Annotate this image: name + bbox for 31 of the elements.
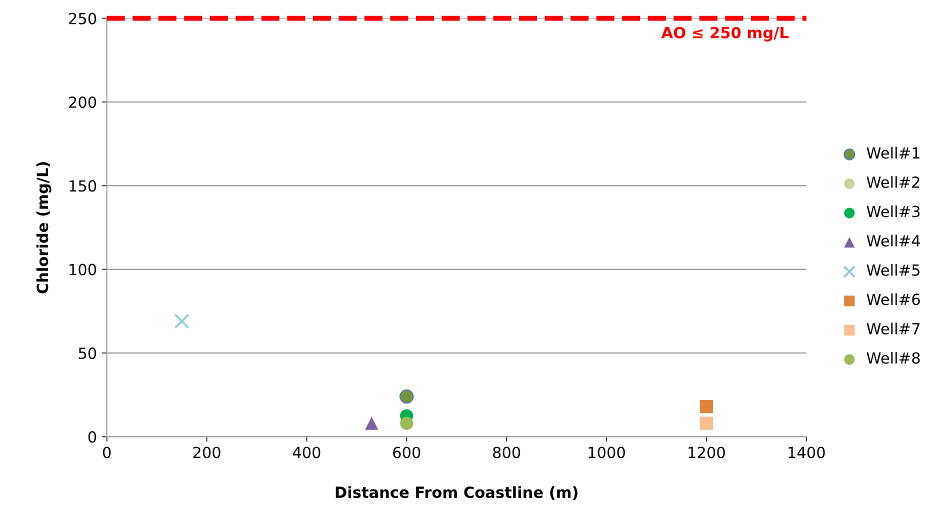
y-tick-label: 250: [69, 12, 96, 24]
legend-label: Well#5: [866, 264, 920, 276]
legend-label: Well#7: [866, 322, 920, 334]
ref-line-label: AO ≤ 250 mg/L: [661, 26, 788, 42]
y-axis-title: Chloride (mg/L): [36, 162, 52, 294]
x-tick-label: 400: [292, 446, 320, 458]
y-tick-label: 0: [88, 431, 96, 443]
y-tick-label: 100: [70, 264, 96, 276]
point: [399, 389, 414, 404]
legend-label: Well#4: [866, 234, 920, 247]
x-tick-label: 1400: [788, 446, 825, 458]
point: [700, 400, 714, 414]
legend-label: Well#6: [866, 293, 920, 306]
y-tick-label: 200: [69, 96, 96, 108]
y-tick-label: 50: [78, 347, 96, 360]
legend-label: Well#1: [866, 146, 920, 159]
x-tick-label: 200: [193, 446, 220, 458]
legend-label: Well#8: [866, 352, 920, 364]
point: [400, 416, 414, 430]
y-tick-label: 150: [70, 180, 96, 192]
x-tick-label: 1200: [688, 446, 725, 458]
point: [700, 416, 714, 430]
x-tick-label: 1000: [588, 446, 625, 458]
x-tick-label: 600: [393, 446, 420, 458]
legend-label: Well#2: [866, 176, 920, 188]
x-tick-label: 0: [102, 446, 111, 458]
legend-label: Well#3: [866, 205, 920, 218]
x-axis-title: Distance From Coastline (m): [336, 486, 578, 500]
point: [174, 314, 190, 329]
x-tick-label: 800: [493, 446, 520, 458]
point: [365, 416, 378, 430]
